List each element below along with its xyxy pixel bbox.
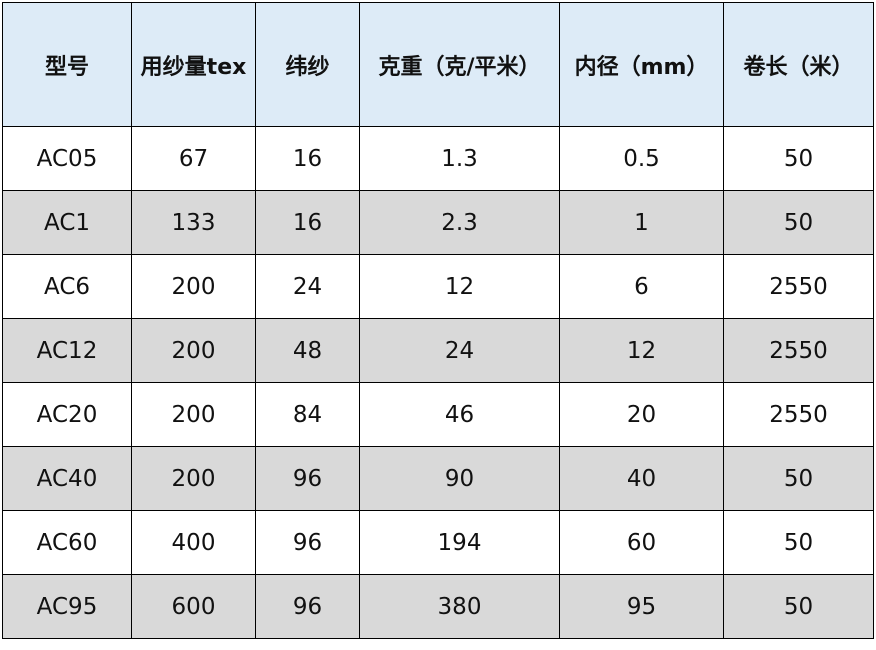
table-cell[interactable]: 12	[559, 318, 724, 383]
table-cell[interactable]: 90	[359, 446, 560, 511]
table-cell[interactable]: 96	[255, 446, 360, 511]
table-cell[interactable]: 46	[359, 382, 560, 447]
column-header[interactable]: 用纱量tex	[131, 2, 256, 127]
table-cell[interactable]: 50	[723, 446, 874, 511]
table-cell[interactable]: 133	[131, 190, 256, 255]
table-cell[interactable]: 380	[359, 574, 560, 639]
column-header[interactable]: 内径（mm）	[559, 2, 724, 127]
table-cell[interactable]: 24	[255, 254, 360, 319]
column-header[interactable]: 纬纱	[255, 2, 360, 127]
table-row: AC40 200 96 90 40 50	[2, 446, 874, 511]
table-row: AC6 200 24 12 6 2550	[2, 254, 874, 319]
table-cell[interactable]: 96	[255, 510, 360, 575]
table-cell[interactable]: 2550	[723, 382, 874, 447]
table-cell[interactable]: 2550	[723, 254, 874, 319]
table-cell[interactable]: 1.3	[359, 126, 560, 191]
table-cell[interactable]: 24	[359, 318, 560, 383]
table-cell[interactable]: 200	[131, 446, 256, 511]
table-row: AC1 133 16 2.3 1 50	[2, 190, 874, 255]
table-row: AC60 400 96 194 60 50	[2, 510, 874, 575]
table-cell[interactable]: 200	[131, 382, 256, 447]
column-header[interactable]: 型号	[2, 2, 132, 127]
table-cell[interactable]: AC60	[2, 510, 132, 575]
table-cell[interactable]: 95	[559, 574, 724, 639]
table-cell[interactable]: 50	[723, 126, 874, 191]
header-row: 型号 用纱量tex 纬纱 克重（克/平米） 内径（mm） 卷长（米）	[2, 2, 874, 127]
table-cell[interactable]: 600	[131, 574, 256, 639]
column-header[interactable]: 卷长（米）	[723, 2, 874, 127]
table-row: AC05 67 16 1.3 0.5 50	[2, 126, 874, 191]
table-cell[interactable]: 1	[559, 190, 724, 255]
table-cell[interactable]: AC12	[2, 318, 132, 383]
table-cell[interactable]: 50	[723, 190, 874, 255]
table-row: AC95 600 96 380 95 50	[2, 574, 874, 639]
table-cell[interactable]: 194	[359, 510, 560, 575]
table-cell[interactable]: 50	[723, 510, 874, 575]
table-row: AC12 200 48 24 12 2550	[2, 318, 874, 383]
table-cell[interactable]: AC05	[2, 126, 132, 191]
table-cell[interactable]: 6	[559, 254, 724, 319]
table-cell[interactable]: 200	[131, 318, 256, 383]
table-cell[interactable]: AC40	[2, 446, 132, 511]
table-row: AC20 200 84 46 20 2550	[2, 382, 874, 447]
table-cell[interactable]: 84	[255, 382, 360, 447]
table-cell[interactable]: 2.3	[359, 190, 560, 255]
table-cell[interactable]: AC20	[2, 382, 132, 447]
table-cell[interactable]: 16	[255, 126, 360, 191]
table-cell[interactable]: 40	[559, 446, 724, 511]
table-cell[interactable]: 400	[131, 510, 256, 575]
table-cell[interactable]: 96	[255, 574, 360, 639]
table-cell[interactable]: 12	[359, 254, 560, 319]
table-cell[interactable]: AC6	[2, 254, 132, 319]
table-cell[interactable]: 50	[723, 574, 874, 639]
table-cell[interactable]: 0.5	[559, 126, 724, 191]
table-cell[interactable]: 16	[255, 190, 360, 255]
table-cell[interactable]: 200	[131, 254, 256, 319]
table-cell[interactable]: 60	[559, 510, 724, 575]
column-header[interactable]: 克重（克/平米）	[359, 2, 560, 127]
table-cell[interactable]: 67	[131, 126, 256, 191]
table-cell[interactable]: 20	[559, 382, 724, 447]
table-cell[interactable]: AC1	[2, 190, 132, 255]
table-cell[interactable]: 2550	[723, 318, 874, 383]
table-cell[interactable]: 48	[255, 318, 360, 383]
spec-table: 型号 用纱量tex 纬纱 克重（克/平米） 内径（mm） 卷长（米） AC05 67 16 1.…	[2, 2, 874, 639]
table-cell[interactable]: AC95	[2, 574, 132, 639]
